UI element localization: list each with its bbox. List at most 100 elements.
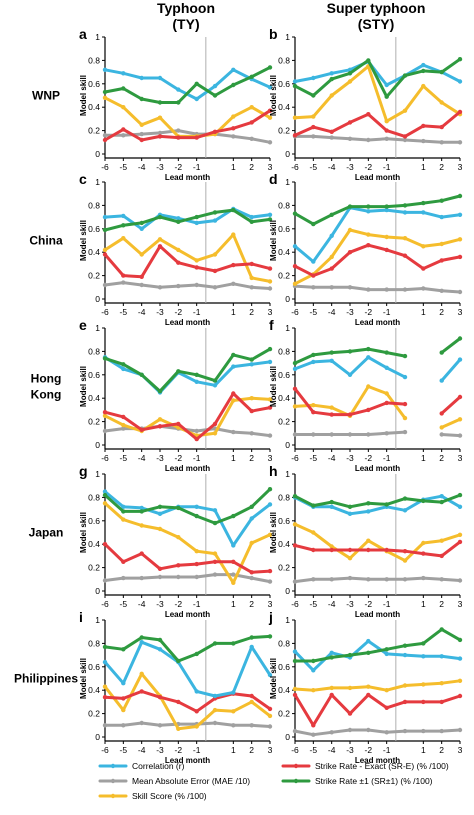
x-tick-label: -4: [328, 599, 336, 609]
data-point-mae: [157, 723, 163, 728]
data-point-mae: [329, 135, 334, 140]
x-tick-label: 3: [458, 599, 463, 609]
data-point-sr1: [457, 336, 463, 341]
data-point-sr1: [212, 378, 218, 383]
data-point-sr1: [347, 652, 353, 658]
data-point-sr1: [231, 352, 236, 358]
data-point-sre: [249, 261, 254, 267]
legend-label-mae: Mean Absolute Error (MAE /10): [132, 776, 250, 786]
data-point-skill: [176, 247, 181, 253]
y-tick-label: 0.2: [278, 271, 290, 281]
data-point-skill: [157, 526, 163, 532]
data-point-skill: [366, 538, 371, 543]
series-line-corr: [103, 640, 272, 698]
data-point-sr1: [384, 350, 389, 355]
data-point-skill: [212, 707, 218, 713]
y-tick-label: 0.8: [278, 55, 290, 65]
data-point-skill: [157, 417, 163, 422]
y-tick-label: 0.8: [88, 492, 100, 502]
x-axis-label: Lead month: [355, 756, 400, 765]
series-line-mae: [440, 433, 462, 438]
data-point-mae: [366, 727, 371, 733]
data-point-sr1: [249, 635, 254, 640]
data-point-sre: [194, 265, 199, 270]
y-tick-label: 0.8: [278, 346, 290, 356]
y-tick-label: 1: [285, 32, 290, 42]
data-point-skill: [194, 724, 199, 729]
data-point-skill: [121, 236, 126, 241]
x-tick-label: 2: [249, 599, 254, 609]
y-axis-label: Model skill: [269, 512, 278, 553]
data-point-sr1: [292, 360, 298, 366]
y-tick-label: 0.4: [278, 539, 290, 549]
data-point-sr1: [311, 658, 316, 664]
data-point-sre: [402, 401, 408, 407]
data-point-sre: [249, 570, 254, 575]
series-line-corr: [293, 206, 462, 264]
data-point-corr: [384, 82, 389, 88]
data-point-sr1: [102, 89, 108, 95]
data-point-sr1: [231, 207, 236, 213]
data-point-corr: [384, 207, 389, 213]
data-point-skill: [102, 413, 108, 418]
data-point-skill: [439, 681, 444, 686]
data-point-sre: [311, 273, 316, 278]
data-point-sre: [457, 394, 463, 400]
y-axis-label: Model skill: [79, 220, 88, 261]
data-point-mae: [347, 432, 353, 437]
data-point-sr1: [311, 352, 316, 358]
x-tick-label: -2: [175, 162, 183, 172]
y-tick-label: 0: [95, 294, 100, 304]
data-point-corr: [366, 209, 371, 214]
data-point-skill: [139, 523, 144, 528]
data-point-sr1: [249, 357, 254, 362]
data-point-mae: [366, 577, 371, 582]
data-point-skill: [212, 252, 218, 257]
x-tick-label: 1: [421, 745, 426, 755]
y-tick-label: 0.4: [88, 393, 100, 403]
data-point-mae: [329, 577, 334, 582]
y-tick-label: 0: [285, 732, 290, 742]
panel-letter: d: [269, 171, 278, 187]
x-tick-label: 1: [231, 599, 236, 609]
data-point-sr1: [157, 504, 163, 509]
data-point-skill: [329, 685, 334, 691]
y-tick-label: 0.6: [88, 79, 100, 89]
data-point-mae: [121, 133, 126, 138]
x-tick-label: -1: [193, 307, 201, 317]
data-point-sr1: [157, 637, 163, 643]
data-point-corr: [311, 359, 316, 365]
data-point-corr: [231, 543, 236, 548]
data-point-sr1: [231, 641, 236, 646]
data-point-mae: [139, 720, 144, 726]
data-point-corr: [139, 505, 144, 511]
data-point-corr: [121, 213, 126, 219]
data-point-skill: [121, 517, 126, 522]
series-line-skill: [293, 522, 462, 563]
series-line-mae: [103, 573, 272, 584]
data-point-corr: [267, 502, 273, 507]
panel-letter: g: [79, 463, 88, 479]
data-point-skill: [121, 422, 126, 428]
data-point-sr1: [194, 651, 199, 657]
data-point-corr: [194, 689, 199, 694]
data-point-skill: [249, 540, 254, 546]
data-point-mae: [292, 728, 298, 734]
series-line-skill: [103, 672, 272, 731]
data-point-corr: [421, 62, 426, 68]
data-point-skill: [231, 580, 236, 585]
data-point-mae: [102, 723, 108, 728]
data-point-sr1: [121, 362, 126, 367]
data-point-sre: [402, 253, 408, 258]
series-line-corr: [293, 639, 462, 672]
data-point-skill: [292, 115, 298, 120]
data-point-corr: [231, 690, 236, 695]
data-point-corr: [212, 383, 218, 388]
data-point-sr1: [212, 641, 218, 646]
data-point-corr: [102, 489, 108, 494]
data-point-mae: [347, 727, 353, 733]
series-line-sre: [103, 392, 272, 441]
x-tick-label: -5: [310, 162, 318, 172]
data-point-mae: [366, 287, 371, 292]
x-tick-label: -2: [365, 745, 373, 755]
